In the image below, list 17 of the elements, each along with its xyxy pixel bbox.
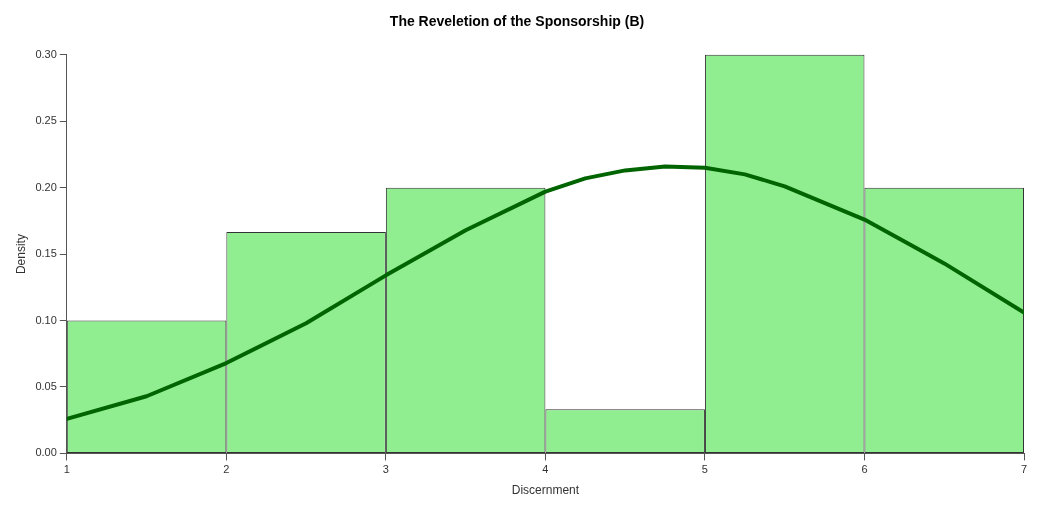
x-tick-label: 6 <box>861 463 868 476</box>
x-tick-label: 4 <box>542 463 549 476</box>
x-tick-label: 7 <box>1020 463 1028 476</box>
x-tick-label: 2 <box>223 463 230 476</box>
x-tick-label: 3 <box>382 463 389 476</box>
y-tick-label: 0.15 <box>35 247 57 260</box>
y-tick-label: 0.00 <box>35 446 57 459</box>
y-tick-label: 0.25 <box>35 114 57 127</box>
x-tick-label: 5 <box>701 463 708 476</box>
y-axis-title: Density <box>13 234 28 275</box>
x-tick-label: 1 <box>63 463 70 476</box>
x-axis-title: Discernment <box>511 483 580 498</box>
y-tick-label: 0.10 <box>35 313 57 326</box>
chart-title: The Reveletion of the Sponsorship (B) <box>389 13 645 30</box>
y-tick-label: 0.20 <box>35 180 57 193</box>
y-tick-label: 0.30 <box>35 47 57 60</box>
y-tick-label: 0.05 <box>35 380 57 392</box>
